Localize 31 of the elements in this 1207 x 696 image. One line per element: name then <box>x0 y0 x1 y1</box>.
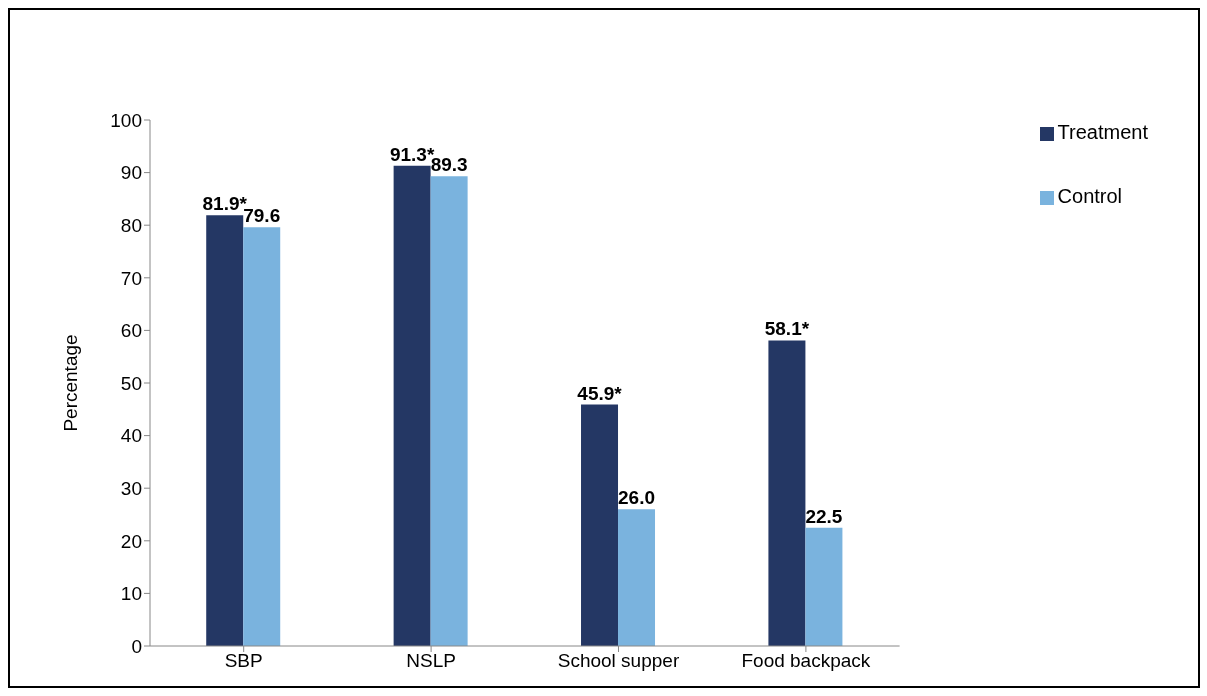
y-tick-label: 50 <box>120 372 142 394</box>
y-tick-label: 10 <box>120 583 142 605</box>
bar <box>430 176 468 646</box>
y-tick-label: 90 <box>120 162 142 184</box>
data-label: 58.1* <box>764 318 810 340</box>
y-tick-label: 70 <box>120 267 142 289</box>
y-tick-label: 80 <box>120 214 142 236</box>
bar <box>805 527 843 646</box>
y-tick-label: 40 <box>120 425 142 447</box>
y-tick-label: 100 <box>110 109 142 131</box>
bar <box>243 227 281 646</box>
data-label: 26.0 <box>618 487 656 509</box>
x-tick-label: SBP <box>224 650 263 672</box>
x-tick-label: NSLP <box>406 650 456 672</box>
bar <box>618 509 656 646</box>
data-label: 22.5 <box>805 505 843 527</box>
legend-label: Treatment <box>1057 121 1148 143</box>
y-axis-title: Percentage <box>59 334 81 432</box>
y-tick-label: 0 <box>131 635 142 657</box>
y-tick-label: 20 <box>120 530 142 552</box>
legend-label: Control <box>1057 185 1123 207</box>
bar <box>393 165 431 646</box>
x-tick-label: School supper <box>557 650 680 672</box>
data-label: 45.9* <box>577 382 623 404</box>
y-tick-label: 60 <box>120 320 142 342</box>
bar <box>768 340 806 646</box>
x-tick-label: Food backpack <box>741 650 871 672</box>
bar <box>206 215 244 646</box>
y-tick-label: 30 <box>120 477 142 499</box>
bar <box>581 404 619 646</box>
data-label: 79.6 <box>243 205 281 227</box>
